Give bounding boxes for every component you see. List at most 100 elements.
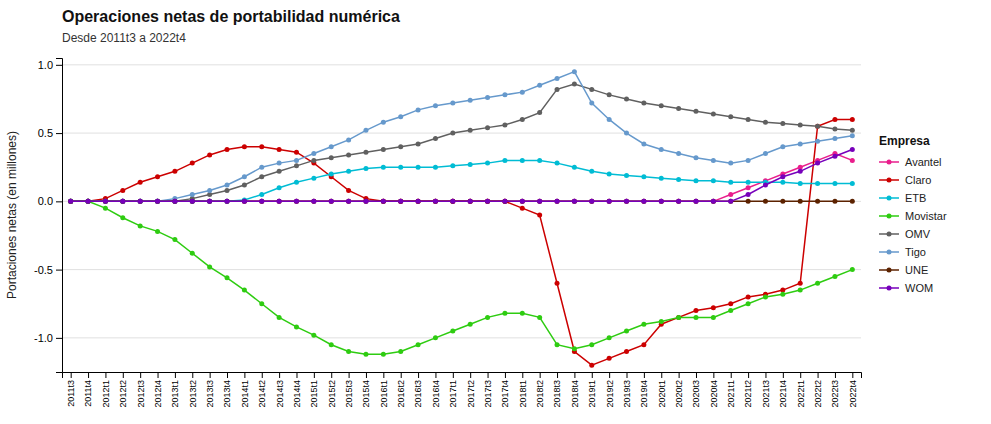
point <box>589 169 594 174</box>
point <box>363 199 368 204</box>
point <box>485 199 490 204</box>
x-tick-mark <box>800 372 801 378</box>
point <box>103 199 108 204</box>
line <box>71 72 853 202</box>
point <box>346 169 351 174</box>
x-tick-mark <box>71 372 72 378</box>
legend-label: UNE <box>905 264 928 276</box>
point <box>572 81 577 86</box>
point <box>746 199 751 204</box>
line <box>71 119 853 365</box>
point <box>798 199 803 204</box>
x-tick-mark <box>540 372 541 378</box>
x-tick-label: 2013t4 <box>222 380 232 408</box>
x-tick-mark <box>609 372 610 378</box>
x-tick: 2014t1 <box>240 372 250 408</box>
point <box>693 199 698 204</box>
point <box>86 199 91 204</box>
point <box>86 199 91 204</box>
point <box>433 165 438 170</box>
point <box>120 199 125 204</box>
point <box>780 144 785 149</box>
point <box>746 301 751 306</box>
point <box>728 161 733 166</box>
x-tick-label: 2012t1 <box>101 380 111 408</box>
point <box>190 161 195 166</box>
point <box>832 136 837 141</box>
point <box>329 342 334 347</box>
point <box>641 101 646 106</box>
point <box>711 315 716 320</box>
point <box>850 199 855 204</box>
line <box>71 201 853 354</box>
point <box>68 199 73 204</box>
x-tick-label: 2011t3 <box>66 380 76 407</box>
x-tick-mark <box>574 372 575 378</box>
grid-line <box>62 64 861 65</box>
point <box>416 165 421 170</box>
x-tick-label: 2013t3 <box>205 380 215 408</box>
x-tick-label: 2021t4 <box>778 380 788 408</box>
point <box>832 199 837 204</box>
point <box>815 124 820 129</box>
point <box>363 128 368 133</box>
x-tick: 2013t2 <box>188 372 198 408</box>
point <box>433 199 438 204</box>
point <box>624 199 629 204</box>
point <box>363 166 368 171</box>
point <box>346 152 351 157</box>
point <box>468 322 473 327</box>
point <box>798 169 803 174</box>
point <box>693 109 698 114</box>
point <box>172 199 177 204</box>
legend-item: OMV <box>879 228 931 240</box>
x-tick-label: 2022t3 <box>830 380 840 408</box>
point <box>294 150 299 155</box>
point <box>172 199 177 204</box>
point <box>259 199 264 204</box>
point <box>815 124 820 129</box>
x-tick: 2012t4 <box>153 372 163 408</box>
x-tick: 2012t3 <box>136 372 146 408</box>
point <box>468 199 473 204</box>
x-tick-label: 2022t1 <box>796 380 806 408</box>
x-tick: 2017t4 <box>500 372 510 408</box>
point <box>728 114 733 119</box>
point <box>711 305 716 310</box>
point <box>624 131 629 136</box>
x-tick-label: 2014t4 <box>292 380 302 408</box>
point <box>502 199 507 204</box>
point <box>607 199 612 204</box>
point <box>138 223 143 228</box>
x-tick: 2020t3 <box>691 372 701 408</box>
y-tick: 0.0 <box>38 195 62 207</box>
x-tick: 2022t4 <box>848 372 858 408</box>
point <box>485 125 490 130</box>
point <box>450 199 455 204</box>
point <box>242 144 247 149</box>
point <box>520 199 525 204</box>
point <box>607 199 612 204</box>
point <box>381 352 386 357</box>
point <box>225 199 230 204</box>
point <box>850 133 855 138</box>
point <box>363 199 368 204</box>
point <box>138 199 143 204</box>
point <box>555 199 560 204</box>
x-axis: 2011t32011t42012t12012t22012t32012t42013… <box>63 372 862 408</box>
point <box>207 188 212 193</box>
point <box>346 199 351 204</box>
point <box>676 199 681 204</box>
point <box>676 199 681 204</box>
point <box>728 199 733 204</box>
point <box>780 180 785 185</box>
x-tick-label: 2016t4 <box>431 380 441 408</box>
point <box>155 199 160 204</box>
point <box>416 342 421 347</box>
y-tick-mark <box>56 338 62 339</box>
x-tick: 2018t1 <box>518 372 528 408</box>
point <box>502 199 507 204</box>
x-tick-label: 2019t4 <box>639 380 649 408</box>
x-tick-label: 2011t4 <box>83 380 93 407</box>
point <box>155 199 160 204</box>
